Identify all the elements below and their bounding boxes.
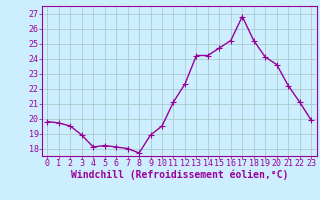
X-axis label: Windchill (Refroidissement éolien,°C): Windchill (Refroidissement éolien,°C) [70, 169, 288, 180]
